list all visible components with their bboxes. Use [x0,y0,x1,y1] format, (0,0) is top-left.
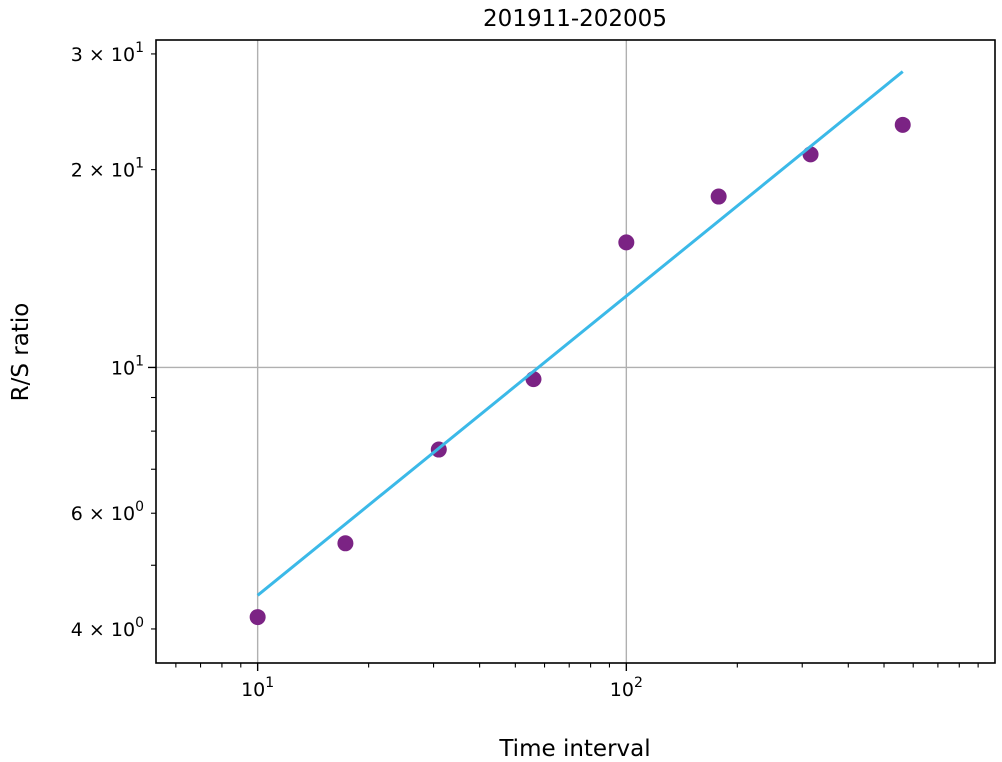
x-tick-label: 101 [241,675,274,701]
fit-line [256,70,904,597]
scatter-point [249,609,266,626]
scatter-point [710,188,727,205]
y-tick-label: 6 × 100 [71,499,144,525]
y-tick-label: 4 × 100 [71,615,144,641]
x-axis-label: Time interval [498,736,650,762]
y-tick-label: 101 [111,353,144,379]
scatter-point [894,116,911,133]
scatter-point [337,535,354,552]
y-tick-labels: 4 × 100 6 × 100 101 2 × 101 3 × 101 [71,40,144,641]
plot-frame [155,39,996,664]
chart-title: 201911-202005 [483,6,667,32]
major-ticks [148,53,628,671]
scatter-point [525,371,542,388]
scatter-point [802,146,819,163]
minor-ticks [151,396,979,668]
y-axis-label: R/S ratio [8,303,34,402]
y-tick-label: 3 × 101 [71,40,144,66]
scatter-point [618,234,635,251]
x-tick-labels: 101 102 [241,675,643,701]
y-tick-label: 2 × 101 [71,156,144,182]
series-layer [249,70,911,626]
grid-lines [156,40,995,663]
x-tick-label: 102 [610,675,643,701]
